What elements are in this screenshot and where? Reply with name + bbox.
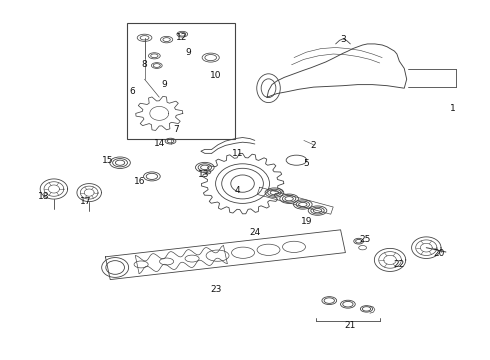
Text: 9: 9 [161, 80, 167, 89]
Text: 9: 9 [186, 48, 192, 57]
Text: 22: 22 [394, 260, 405, 269]
Text: 2: 2 [311, 141, 317, 150]
Text: 7: 7 [173, 125, 179, 134]
Bar [127, 23, 235, 139]
Text: 3: 3 [340, 35, 346, 44]
Text: 24: 24 [249, 228, 260, 237]
Text: 11: 11 [232, 149, 244, 158]
Text: 13: 13 [197, 170, 209, 179]
Text: 10: 10 [210, 71, 221, 80]
Text: 12: 12 [175, 33, 187, 42]
Text: 1: 1 [450, 104, 456, 112]
Text: 16: 16 [134, 177, 146, 186]
Text: 20: 20 [433, 249, 444, 258]
Text: 19: 19 [300, 217, 312, 226]
Text: 15: 15 [102, 156, 114, 165]
Text: 5: 5 [303, 159, 309, 168]
Text: 6: 6 [129, 87, 135, 96]
Text: 25: 25 [359, 235, 371, 244]
Text: 18: 18 [38, 192, 50, 201]
Text: 17: 17 [80, 197, 92, 206]
Text: 14: 14 [153, 139, 165, 148]
Text: 4: 4 [235, 186, 241, 195]
Text: 21: 21 [344, 321, 356, 330]
Text: 8: 8 [142, 60, 147, 69]
Text: 23: 23 [210, 285, 221, 294]
